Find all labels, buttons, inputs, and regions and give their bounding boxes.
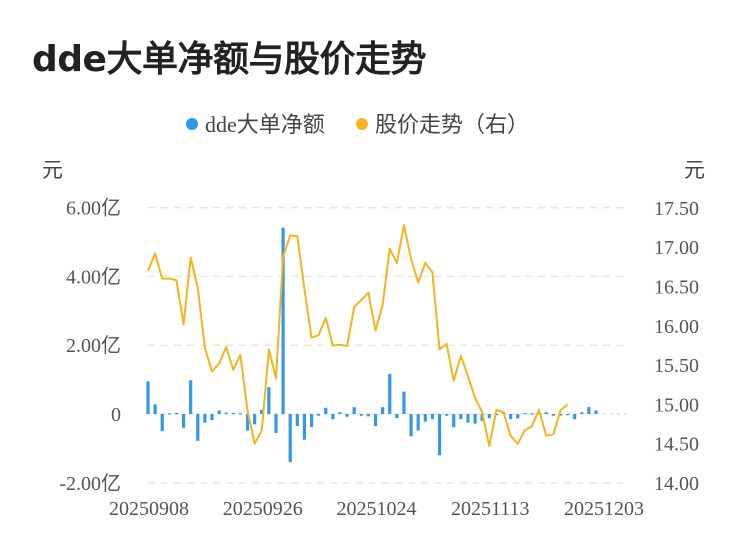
dde-bar [331,414,335,420]
right-tick-label: 16.00 [654,316,699,338]
x-tick-label: 20250926 [223,498,303,520]
dde-bar [210,414,214,421]
dde-bar [352,407,356,414]
right-axis-unit: 元 [684,158,705,182]
dde-bar [373,414,378,427]
dde-bar [238,413,243,415]
dde-bar [416,414,420,431]
dde-bar [295,414,299,427]
dde-bar [253,414,257,425]
right-tick-label: 15.00 [654,394,699,416]
dde-bar [523,412,527,415]
x-tick-label: 20251113 [451,498,530,520]
dde-bar [167,413,171,415]
gridlines [148,206,626,484]
left-tick-label: -2.00亿 [59,472,121,495]
dde-bar [544,412,548,414]
dde-bar [409,414,413,437]
left-axis-ticks: 6.00亿 4.00亿 2.00亿 0 -2.00亿 [59,197,121,495]
right-tick-label: 14.50 [654,434,699,456]
dde-bar [153,404,157,414]
dde-bar [224,412,228,414]
right-tick-label: 16.50 [654,277,699,299]
dde-bar [573,414,577,420]
dde-bar [388,373,392,414]
dde-bar [423,414,427,422]
dde-bar [381,407,385,414]
dde-bar [146,381,150,414]
page-title: dde大单净额与股价走势 [32,39,426,80]
dde-bar [281,227,285,414]
left-tick-label: 0 [111,404,121,426]
dde-bar [274,414,278,433]
dde-bar [366,414,371,417]
dde-bar [551,414,555,416]
legend-bar-label: dde大单净额 [205,112,325,137]
right-tick-label: 17.00 [654,237,699,259]
dde-bar [473,414,477,424]
right-axis-ticks: 17.50 17.00 16.50 16.00 15.50 15.00 14.50 14.00 [654,198,699,495]
dde-bar [174,412,179,415]
left-tick-label: 6.00亿 [66,197,121,220]
dde-bar [530,413,534,415]
dde-bar [324,407,328,414]
dde-bar [594,410,598,414]
x-tick-label: 20251203 [564,498,644,520]
dde-bar [402,391,406,414]
left-axis-unit: 元 [42,158,63,182]
dde-bar [196,414,200,441]
dde-bar [395,414,399,419]
x-tick-label: 20250908 [109,498,189,520]
dde-bar [317,414,321,416]
dde-bar [302,414,307,440]
x-tick-label: 20251024 [337,498,417,520]
dde-bar [459,414,463,420]
dde-bar [288,414,292,463]
dde-bar [509,414,513,420]
left-tick-label: 2.00亿 [66,334,121,357]
dde-bar [338,412,342,414]
dde-bar [437,414,442,456]
dde-bar [260,409,264,414]
dde-bar [580,412,584,414]
dde-bar [203,414,207,423]
legend-bar-marker [186,118,198,130]
dde-bar [217,410,221,414]
dde-bar [480,414,484,421]
legend-line-marker [356,118,368,130]
dde-bar [181,414,186,428]
dde-bar [189,380,193,414]
dde-bar [487,414,491,419]
x-axis-ticks: 20250908 20250926 20251024 20251113 20251203 [109,498,644,520]
dde-bar [565,414,570,416]
dde-bar [245,414,250,431]
dde-bar [587,407,591,414]
legend-line-label: 股价走势（右） [375,112,529,137]
dde-bar [160,414,164,432]
dde-bar [452,414,456,428]
dde-bar [445,414,449,416]
dde-bar [267,387,271,414]
dde-bar [345,414,349,417]
dde-bar [466,414,470,423]
dde-bar [558,414,562,416]
right-tick-label: 14.00 [654,473,699,495]
right-tick-label: 17.50 [654,198,699,220]
dde-bar [430,414,434,420]
dde-bar [231,412,235,415]
dde-bar [309,414,314,428]
dde-bar [359,414,363,416]
price-line [147,224,569,448]
right-tick-label: 15.50 [654,355,699,377]
legend: dde大单净额 股价走势（右） [186,112,529,137]
dde-bar [537,413,541,415]
dde-bar [516,414,520,419]
left-tick-label: 4.00亿 [66,265,121,288]
